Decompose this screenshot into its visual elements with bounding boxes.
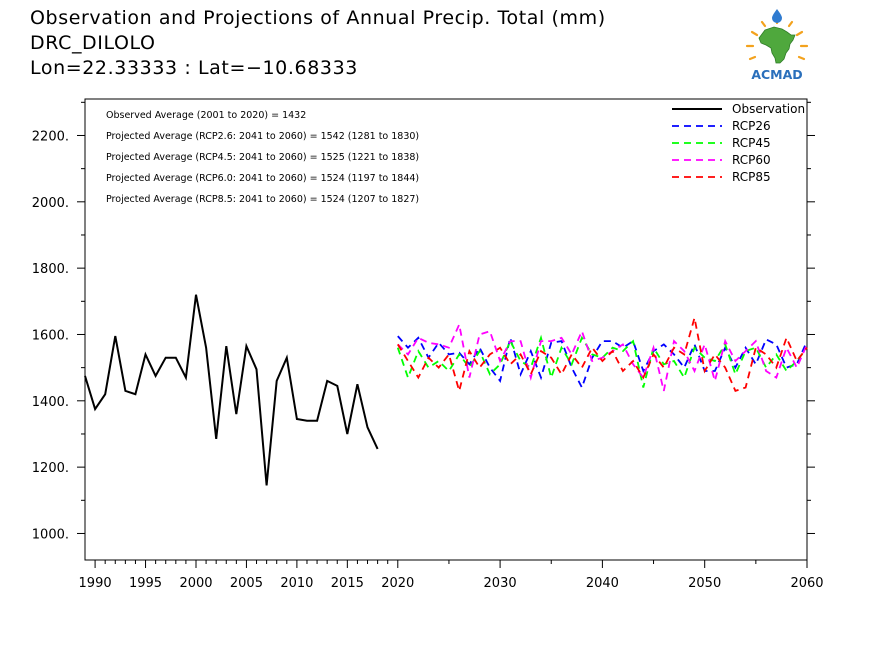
- chart-title: Observation and Projections of Annual Pr…: [30, 7, 606, 29]
- average-annotation: Projected Average (RCP6.0: 2041 to 2060)…: [106, 173, 419, 184]
- legend-label: RCP45: [732, 136, 771, 150]
- station-coordinates: Lon=22.33333 : Lat=−10.68333: [30, 57, 358, 79]
- y-tick-label: 1200.: [32, 461, 69, 476]
- x-tick-label: 2060: [790, 576, 823, 591]
- data-series: [84, 294, 808, 486]
- x-tick-label: 1995: [129, 576, 162, 591]
- series-line-rcp45: [396, 334, 808, 388]
- series-line-rcp60: [397, 321, 808, 392]
- africa-map-icon: [758, 26, 796, 64]
- series-line-rcp85: [397, 317, 808, 395]
- average-annotation: Projected Average (RCP8.5: 2041 to 2060)…: [106, 194, 419, 205]
- x-tick-label: 1990: [79, 576, 112, 591]
- average-annotation: Projected Average (RCP2.6: 2041 to 2060)…: [106, 131, 419, 142]
- plot-frame: [84, 98, 808, 561]
- y-tick-label: 1800.: [32, 262, 69, 277]
- station-name: DRC_DILOLO: [30, 32, 156, 54]
- x-tick-label: 2020: [381, 576, 414, 591]
- y-tick-label: 1000.: [32, 527, 69, 542]
- series-line-observation: [84, 294, 379, 486]
- y-tick-label: 2000.: [32, 196, 69, 211]
- legend: Observation RCP26 RCP45 RCP60 RCP85: [672, 102, 805, 184]
- y-tick-label: 2200.: [32, 129, 69, 144]
- legend-label: Observation: [732, 102, 805, 116]
- average-annotations: Observed Average (2001 to 2020) = 1432 Pr…: [106, 110, 419, 205]
- x-tick-label: 2050: [688, 576, 721, 591]
- average-annotation: Projected Average (RCP4.5: 2041 to 2060)…: [106, 152, 419, 163]
- x-tick-label: 2000: [179, 576, 212, 591]
- x-tick-label: 2005: [230, 576, 263, 591]
- y-tick-label: 1400.: [32, 395, 69, 410]
- average-annotation: Observed Average (2001 to 2020) = 1432: [106, 110, 306, 121]
- x-tick-label: 2010: [280, 576, 313, 591]
- x-tick-label: 2030: [484, 576, 517, 591]
- x-tick-label: 2040: [586, 576, 619, 591]
- x-axis: 1990 1995 2000 2005 2010 2015 2020 2030 2040 2050…: [79, 560, 824, 591]
- y-axis: 1000. 1200. 1400. 1600. 1800. 2000. 2200.: [32, 101, 815, 542]
- water-drop-icon: [772, 9, 782, 23]
- legend-label: RCP85: [732, 170, 771, 184]
- legend-label: RCP60: [732, 153, 771, 167]
- y-tick-label: 1600.: [32, 328, 69, 343]
- logo-text: ACMAD: [751, 67, 802, 82]
- legend-label: RCP26: [732, 119, 771, 133]
- x-tick-label: 2015: [331, 576, 364, 591]
- acmad-logo: ACMAD: [745, 9, 809, 82]
